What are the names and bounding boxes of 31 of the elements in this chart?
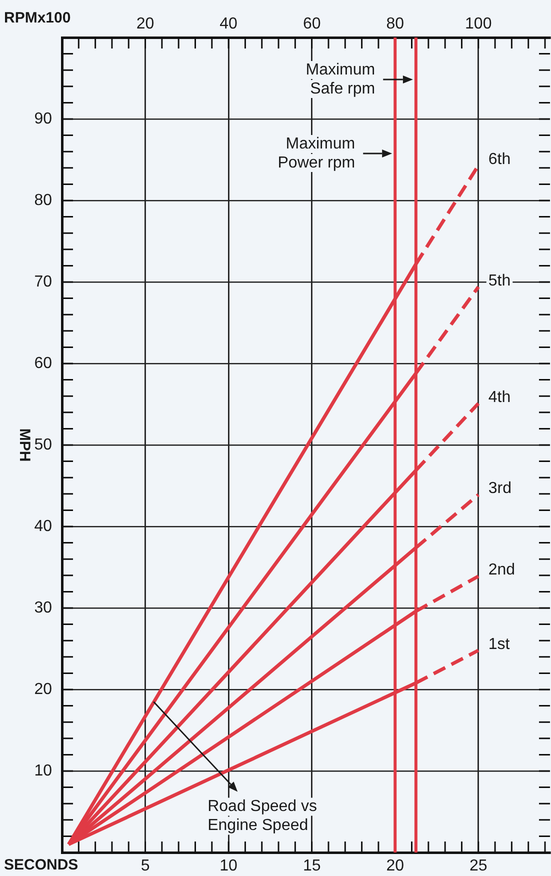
series-label: 1st <box>488 636 510 653</box>
y-axis-title: MPH <box>16 428 33 462</box>
y-tick-label: 90 <box>34 110 52 128</box>
x-tick-label: 25 <box>469 858 488 875</box>
ref-line-label: Maximum Power rpm <box>278 135 356 172</box>
annotation: Road Speed vs Engine Speed <box>208 798 318 834</box>
x2-tick-label: 100 <box>465 15 492 32</box>
y-tick-label: 10 <box>34 762 52 780</box>
series-label: 6th <box>488 150 511 168</box>
y-tick-label: 70 <box>34 273 52 290</box>
series-label: 4th <box>488 388 511 406</box>
x-tick-label: 20 <box>386 858 404 875</box>
y-tick-label: 30 <box>34 599 52 616</box>
x-tick-label: 5 <box>140 858 150 875</box>
y-tick-label: 80 <box>34 192 52 209</box>
x-tick-label: 10 <box>220 858 238 875</box>
x2-tick-label: 80 <box>386 15 404 32</box>
x-axis-title: SECONDS <box>4 856 78 874</box>
ref-line-label: Maximum Safe rpm <box>306 61 376 98</box>
y-tick-label: 50 <box>34 436 52 454</box>
x2-tick-label: 60 <box>302 15 321 32</box>
series-label: 5th <box>488 272 511 290</box>
x-tick-label: 15 <box>302 858 321 875</box>
series-label: 3rd <box>488 480 512 498</box>
x2-tick-label: 40 <box>220 15 238 32</box>
y-tick-label: 60 <box>34 354 52 372</box>
x2-tick-label: 20 <box>136 15 154 32</box>
series-label: 2nd <box>488 562 516 579</box>
x2-axis-title: RPMx100 <box>4 10 71 27</box>
y-tick-label: 40 <box>34 518 52 535</box>
y-tick-label: 20 <box>34 680 52 698</box>
